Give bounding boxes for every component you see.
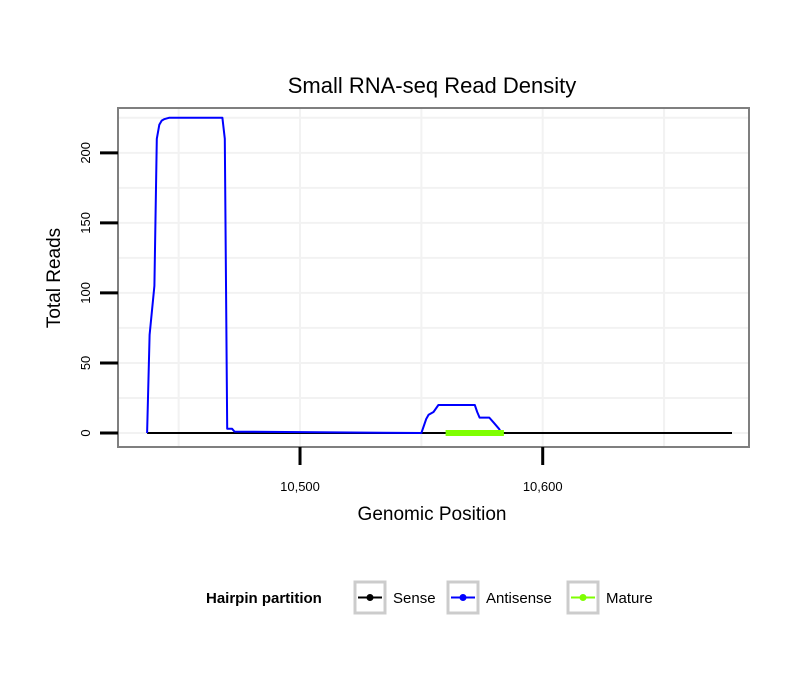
plot-panel	[117, 107, 750, 448]
legend-item-mature: Mature	[566, 580, 653, 615]
legend-label: Mature	[606, 590, 653, 607]
legend-label: Sense	[393, 590, 436, 607]
legend-key-dot	[459, 594, 467, 601]
y-axis-title: Total Reads	[44, 228, 65, 328]
chart-title: Small RNA-seq Read Density	[288, 73, 577, 98]
y-tick-label: 150	[78, 212, 93, 234]
x-axis: 10,500 10,600	[280, 447, 563, 494]
legend-item-sense: Sense	[353, 580, 436, 615]
y-tick-label: 0	[78, 429, 93, 436]
legend-label: Antisense	[486, 590, 552, 607]
x-axis-title: Genomic Position	[358, 504, 507, 525]
series-group	[146, 116, 732, 436]
legend: Hairpin partition Sense Antisense Mature	[206, 580, 653, 615]
x-tick-label: 10,600	[523, 479, 563, 494]
series-line-antisense	[146, 116, 503, 434]
grid	[118, 108, 749, 447]
legend-key-dot	[366, 594, 374, 601]
x-tick-label: 10,500	[280, 479, 320, 494]
y-tick-label: 100	[78, 282, 93, 304]
legend-title: Hairpin partition	[206, 590, 322, 607]
y-tick-label: 200	[78, 142, 93, 164]
y-axis: 0 50 100 150 200	[78, 142, 118, 437]
y-tick-label: 50	[78, 356, 93, 370]
legend-key-dot	[579, 594, 587, 601]
legend-item-antisense: Antisense	[446, 580, 552, 615]
